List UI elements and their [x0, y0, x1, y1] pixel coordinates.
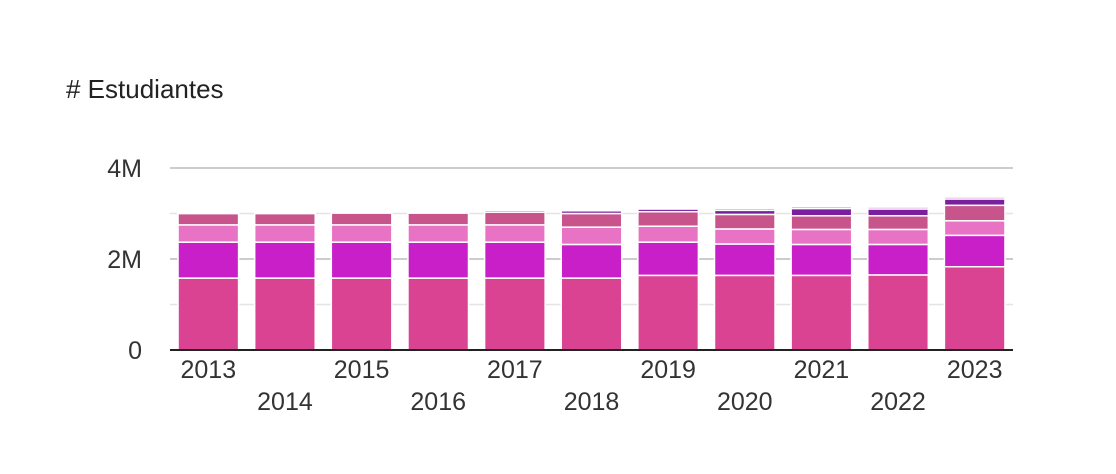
bar-segment	[407, 212, 470, 226]
bar-segment	[637, 241, 700, 277]
bar-segment	[867, 274, 930, 351]
bar-segment	[483, 208, 546, 212]
bar-stack-2018	[560, 208, 623, 351]
x-tick-label: 2017	[487, 356, 543, 384]
x-tick-label: 2023	[947, 356, 1003, 384]
x-tick-label: 2021	[794, 356, 850, 384]
bar-segment	[943, 204, 1006, 222]
bar-segment	[177, 210, 240, 213]
bar-stack-2021	[790, 205, 853, 351]
bar-segment	[713, 243, 776, 277]
bar-stack-2016	[407, 210, 470, 351]
bar-segment	[560, 212, 623, 228]
bar-segment	[713, 213, 776, 230]
bar-segment	[560, 277, 623, 351]
bar-segment	[637, 210, 700, 227]
bar-segment	[407, 277, 470, 351]
bar-segment	[943, 196, 1006, 200]
bar-segment	[253, 241, 316, 279]
bar-stack-2014	[253, 210, 316, 351]
bar-stack-2020	[713, 207, 776, 351]
bar-segment	[713, 207, 776, 212]
x-tick-label: 2016	[410, 388, 466, 416]
bar-segment	[943, 198, 1006, 207]
bar-stack-2015	[330, 210, 393, 351]
y-tick-label: 0	[128, 337, 142, 365]
bar-segment	[253, 224, 316, 243]
x-tick-label: 2018	[564, 388, 620, 416]
x-tick-label: 2022	[870, 388, 926, 416]
bar-segment	[330, 210, 393, 213]
bar-segment	[790, 228, 853, 246]
x-tick-label: 2014	[257, 388, 313, 416]
bar-segment	[483, 224, 546, 243]
bar-segment	[177, 212, 240, 226]
bar-segment	[867, 206, 930, 210]
bar-segment	[790, 205, 853, 210]
bar-segment	[483, 241, 546, 279]
bar-segment	[253, 212, 316, 226]
y-axis-label: # Estudiantes	[66, 74, 224, 104]
bar-segment	[867, 228, 930, 246]
bar-stack-2013	[177, 210, 240, 351]
bar-segment	[407, 224, 470, 243]
bar-segment	[560, 243, 623, 279]
bar-segment	[177, 277, 240, 351]
bar-segment	[407, 210, 470, 213]
bar-segment	[560, 226, 623, 246]
bar-segment	[943, 220, 1006, 237]
bar-segment	[867, 208, 930, 217]
bar-segment	[483, 211, 546, 226]
bar-segment	[867, 215, 930, 231]
bar-segment	[790, 215, 853, 231]
bar-segment	[330, 241, 393, 279]
bar-segment	[330, 224, 393, 243]
bar-segment	[943, 265, 1006, 351]
bar-stack-2022	[867, 206, 930, 351]
bar-segment	[637, 206, 700, 210]
x-tick-label: 2013	[181, 356, 237, 384]
x-tick-label: 2015	[334, 356, 390, 384]
x-tick-label: 2019	[640, 356, 696, 384]
bar-segment	[177, 241, 240, 279]
bar-segment	[943, 234, 1006, 268]
bar-segment	[483, 277, 546, 351]
y-tick-label: 4M	[107, 155, 142, 183]
bar-segment	[790, 274, 853, 351]
bar-segment	[330, 277, 393, 351]
bar-segment	[253, 277, 316, 351]
x-tick-labels: 2013 2014 2015 2016 2017 2018 2019 2020 2021 2022…	[181, 356, 1003, 416]
bar-stack-2019	[637, 206, 700, 351]
bar-segment	[790, 207, 853, 217]
bar-stack-2023	[943, 196, 1006, 351]
bar-segment	[713, 228, 776, 245]
bar-segment	[713, 274, 776, 351]
bar-segment	[637, 225, 700, 243]
bar-segment	[253, 210, 316, 213]
x-tick-label: 2020	[717, 388, 773, 416]
y-tick-labels: 0 2M 4M	[107, 155, 142, 365]
bar-segment	[330, 212, 393, 226]
bar-segment	[637, 274, 700, 351]
bar-segment	[560, 208, 623, 212]
bar-segment	[867, 243, 930, 276]
bar-segment	[407, 241, 470, 279]
bars	[177, 196, 1006, 351]
y-tick-label: 2M	[107, 246, 142, 274]
bar-stack-2017	[483, 208, 546, 351]
bar-segment	[177, 224, 240, 243]
bar-segment	[790, 243, 853, 277]
